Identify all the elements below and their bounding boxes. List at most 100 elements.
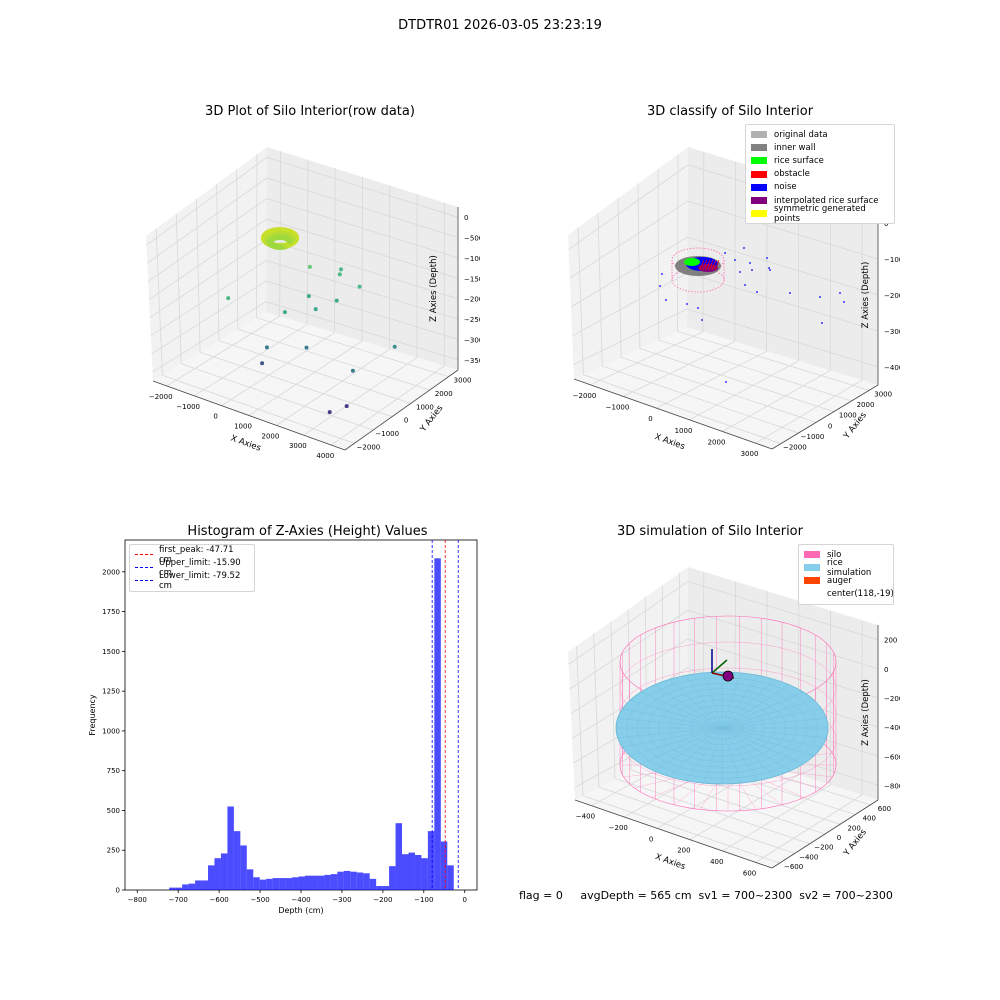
histogram-chart[interactable]: −800 −700 −600 −500 −400 −300 −200 −100 0 0 250 500… [80,520,490,920]
z-tick-label: −3500 [464,357,480,365]
grid-line [573,308,879,368]
simulation-3d-plot[interactable]: −400−2000200400600−600−400−2000200400600… [560,520,900,890]
legend-line-sample [135,567,153,569]
histogram-bar [376,886,383,890]
panel-raw-data: 3D Plot of Silo Interior(row data) −2000… [140,100,480,470]
x-tick-label: −700 [169,896,188,904]
noise-point [789,292,791,294]
x-axis-label: X Axies [653,432,686,452]
histogram-bar [272,878,280,890]
z-tick-label: −1000 [884,256,900,264]
grid-line [722,610,831,852]
y-tick-label: −2000 [357,443,381,451]
grid-line [147,177,459,264]
legend-label: silo [827,549,842,560]
y-tick-label: −400 [799,853,818,861]
grid-line [722,190,831,432]
y-tick-label: 400 [863,815,876,823]
simulation-legend: silo rice simulation auger center(118,-19) [798,544,894,605]
x-axis-line [152,380,346,451]
data-point [282,310,287,315]
histogram-bar [350,871,357,890]
legend-swatch [751,170,767,178]
x-tick-label: −300 [332,896,351,904]
noise-point [839,292,841,294]
histogram-bar [434,558,441,890]
data-point [327,410,332,415]
z-tick-label: −1500 [464,275,480,283]
grid-line [151,280,459,355]
y-tick-label: −600 [784,863,803,871]
grid-line [590,151,705,386]
grid-line [755,200,863,444]
noise-point [744,284,746,286]
legend-label: noise [774,182,797,193]
raw-data-3d-plot[interactable]: −2000−100001000200030004000−2000−1000010… [140,100,480,470]
panel-histogram: Histogram of Z-Axies (Height) Values −80… [80,520,490,920]
y-tick-label: 500 [107,807,120,815]
legend-entry: noise [751,181,889,194]
grid-line [657,168,852,402]
histogram-bar [279,878,286,890]
y-axis-line [771,799,879,869]
z-tick-label: 0 [884,666,888,674]
grid-line [627,609,826,835]
histogram-legend: first_peak: -47.71 cm Upper_limit: -15.90… [129,544,255,592]
histogram-bar [188,883,196,890]
center-marker [722,670,734,682]
y-axis-line [344,369,459,451]
x-tick-label: 2000 [708,439,726,447]
legend-label: Lower_limit: -79.52 cm [159,570,241,591]
y-tick-label: 0 [828,422,832,430]
noise-point [739,271,741,273]
legend-entry: center(118,-19) [804,588,894,601]
histogram-bar [317,875,325,890]
histogram-bar [169,887,176,890]
x-tick-label: −2000 [573,392,597,400]
grid-line [677,154,870,391]
noise-point [751,269,753,271]
noise-point [686,303,688,305]
obstacle-points [714,259,720,271]
histogram-bar [259,879,267,890]
grid-line [689,180,800,421]
plot-area [124,539,478,891]
grid-line [256,154,449,378]
data-point [307,264,312,269]
y-tick-label: 200 [847,824,860,832]
grid-line [576,645,780,864]
noise-point [697,307,699,309]
data-point [392,344,397,349]
x-tick-label: −600 [210,896,229,904]
y-axis-line [771,384,879,450]
grid-line [276,185,391,426]
x-tick-label: −500 [250,896,269,904]
legend-entry: auger [804,574,888,587]
panel-title: 3D classify of Silo Interior [646,104,814,119]
grid-line [569,609,879,690]
y-tick-label: 1750 [102,608,120,616]
grid-line [196,198,393,418]
noise-point [725,381,727,383]
obstacle-points [708,259,714,271]
panel-title: 3D Plot of Silo Interior(row data) [205,104,415,119]
grid-line [303,194,418,436]
histogram-bar [337,871,344,890]
grid-line [623,161,736,397]
x-tick-label: −2000 [149,393,173,401]
z-tick-label: −400 [884,724,900,732]
histogram-bar [214,858,221,890]
histogram-bar [408,852,415,890]
panel-simulation: 3D simulation of Silo Interior −400 −200 0… [560,520,900,890]
z-axis-label: Z Axies (Depth) [861,262,871,329]
histogram-bar [402,854,409,890]
legend-line-sample [135,554,153,556]
noise-point [743,247,745,249]
legend-swatch [751,197,767,205]
histogram-bar [421,858,428,890]
noise-point [661,273,663,275]
x-tick-label: 0 [462,896,466,904]
legend-label: obstacle [774,169,810,180]
data-point [260,361,265,366]
legend-label: original data [774,129,828,140]
